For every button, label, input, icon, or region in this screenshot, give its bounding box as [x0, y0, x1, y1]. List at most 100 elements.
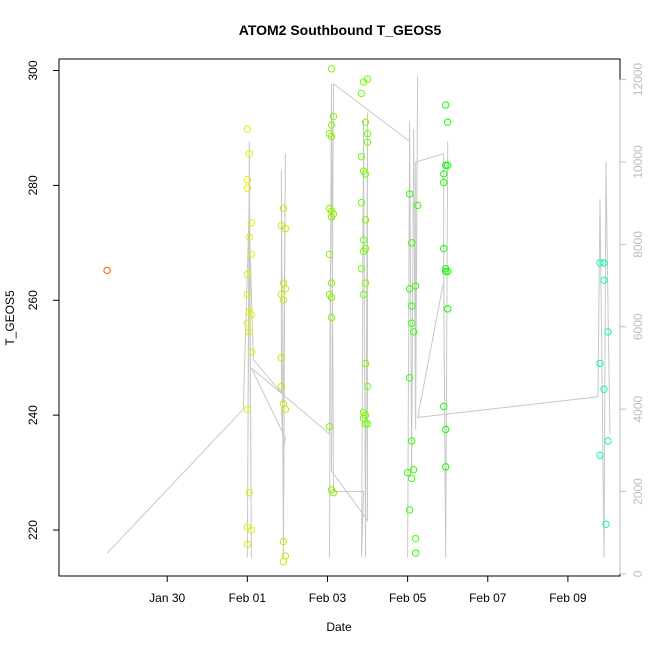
- data-point: [361, 359, 370, 368]
- x-axis: Jan 30 Feb 01 Feb 03 Feb 05 Feb 07 Feb 09: [149, 576, 587, 605]
- y-right-tick-label: 2000: [631, 478, 645, 505]
- data-point: [363, 382, 372, 391]
- data-point: [245, 328, 254, 336]
- data-point: [327, 293, 336, 302]
- data-point: [247, 310, 256, 319]
- data-point: [247, 219, 256, 227]
- data-point: [405, 374, 414, 382]
- x-tick-label: Feb 01: [229, 591, 267, 605]
- data-point: [443, 161, 452, 169]
- y-axis-right: 0 2000 4000 6000 8000 10000 12000: [619, 63, 645, 577]
- data-point: [439, 170, 448, 178]
- temperature-points: [103, 65, 612, 566]
- data-point: [363, 75, 372, 83]
- data-point: [279, 204, 288, 213]
- x-tick-label: Jan 30: [149, 591, 185, 605]
- y-left-tick-label: 220: [26, 520, 40, 540]
- y-right-tick-label: 4000: [631, 395, 645, 422]
- y-right-tick-label: 12000: [631, 63, 645, 97]
- chart-title: ATOM2 Southbound T_GEOS5: [239, 22, 442, 38]
- data-point: [363, 129, 372, 138]
- data-point: [281, 224, 290, 233]
- data-point: [103, 266, 111, 275]
- data-point: [443, 305, 452, 313]
- data-point: [327, 132, 336, 141]
- x-tick-label: Feb 09: [549, 591, 587, 605]
- data-point: [604, 328, 612, 336]
- y-right-tick-label: 10000: [631, 145, 645, 179]
- data-point: [441, 463, 450, 471]
- data-point: [277, 382, 286, 391]
- data-point: [359, 247, 368, 256]
- y-left-tick-label: 300: [26, 60, 40, 80]
- data-point: [281, 405, 290, 414]
- data-point: [600, 276, 608, 284]
- plot-frame: [58, 58, 621, 577]
- data-point: [281, 285, 290, 293]
- data-point: [243, 290, 252, 299]
- data-point: [327, 279, 336, 287]
- y-left-tick-label: 260: [26, 290, 40, 310]
- data-point: [327, 213, 336, 221]
- data-point: [596, 259, 604, 267]
- data-point: [247, 526, 256, 534]
- data-point: [325, 422, 334, 431]
- data-point: [279, 557, 288, 566]
- data-point: [441, 101, 450, 109]
- y-left-tick-label: 280: [26, 175, 40, 195]
- data-point: [596, 359, 604, 368]
- data-point: [243, 319, 252, 327]
- data-point: [409, 328, 418, 336]
- data-point: [329, 489, 338, 497]
- data-point: [325, 250, 334, 259]
- data-point: [361, 170, 370, 178]
- y-right-tick-label: 8000: [631, 231, 645, 258]
- x-tick-label: Feb 05: [389, 591, 427, 605]
- data-point: [363, 420, 372, 428]
- y-axis-left: 220 240 260 280 300: [26, 60, 59, 540]
- data-point: [243, 405, 252, 414]
- data-point: [357, 152, 366, 161]
- data-point: [407, 302, 416, 310]
- data-point: [439, 178, 448, 187]
- data-point: [441, 267, 450, 276]
- data-point: [243, 540, 252, 549]
- data-point: [357, 89, 366, 98]
- altitude-line: [106, 75, 611, 558]
- data-point: [407, 239, 416, 247]
- data-point: [411, 534, 420, 543]
- data-point: [327, 65, 336, 73]
- data-point: [245, 233, 254, 241]
- data-point: [405, 506, 414, 514]
- data-point: [243, 270, 252, 279]
- data-point: [329, 112, 338, 121]
- data-point: [243, 175, 252, 184]
- data-point: [327, 121, 336, 129]
- data-point: [361, 420, 370, 428]
- data-point: [357, 198, 366, 207]
- data-point: [413, 201, 422, 210]
- data-point: [279, 537, 288, 546]
- data-point: [443, 118, 452, 126]
- data-point: [361, 216, 370, 224]
- y-right-tick-label: 6000: [631, 313, 645, 340]
- data-point: [604, 437, 612, 445]
- data-point: [602, 520, 610, 528]
- data-point: [405, 285, 414, 293]
- data-point: [600, 259, 608, 267]
- data-point: [245, 150, 254, 158]
- data-point: [411, 282, 420, 290]
- data-point: [411, 549, 420, 557]
- data-point: [441, 161, 450, 169]
- data-point: [279, 296, 288, 304]
- data-point: [361, 118, 370, 126]
- data-point: [600, 385, 608, 394]
- y-axis-label: T_GEOS5: [3, 290, 17, 346]
- data-point: [247, 250, 256, 259]
- x-tick-label: Feb 07: [469, 591, 507, 605]
- data-point: [363, 138, 372, 146]
- data-point: [409, 466, 418, 474]
- data-point: [277, 354, 286, 362]
- data-point: [407, 474, 416, 483]
